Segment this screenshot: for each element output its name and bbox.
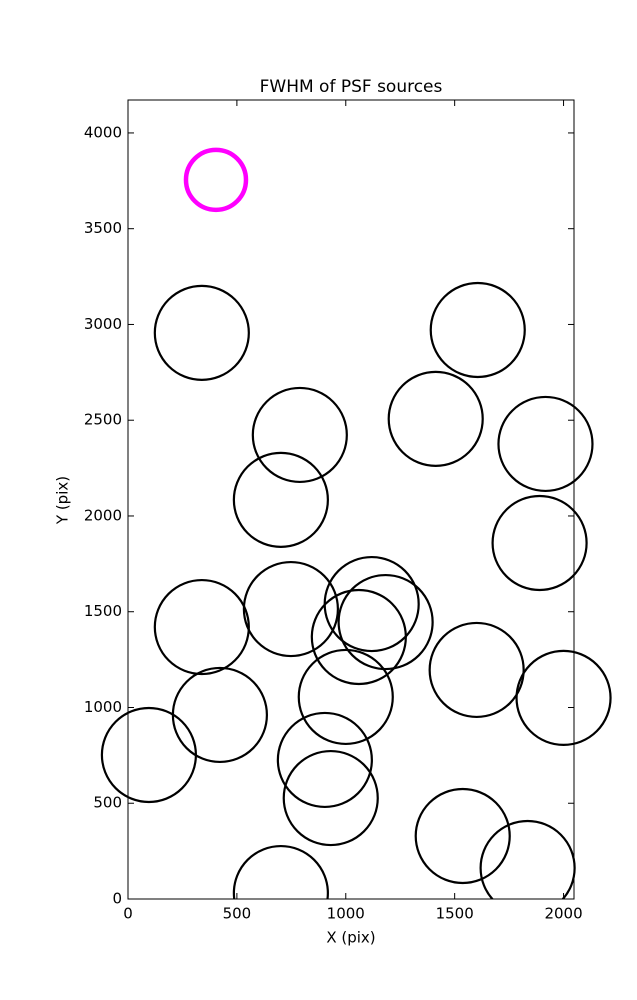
psf-marker <box>153 284 250 381</box>
psf-marker <box>232 844 329 899</box>
x-tick-label: 1500 <box>436 905 474 923</box>
psf-marker <box>414 787 511 885</box>
psf-marker <box>183 147 249 213</box>
psf-marker <box>429 281 526 379</box>
psf-marker <box>232 451 329 548</box>
y-tick-label: 2500 <box>84 411 122 429</box>
psf-marker <box>282 749 379 847</box>
y-tick-label: 1500 <box>84 602 122 620</box>
x-tick-label: 1000 <box>327 905 365 923</box>
psf-marker <box>100 706 198 804</box>
chart-title: FWHM of PSF sources <box>260 77 443 97</box>
y-tick-label: 500 <box>93 794 122 812</box>
psf-marker <box>479 819 576 899</box>
psf-marker <box>497 395 594 493</box>
x-tick-label: 0 <box>123 905 133 923</box>
x-tick-label: 2000 <box>544 905 582 923</box>
psf-marker <box>387 370 484 467</box>
x-axis-label: X (pix) <box>326 929 375 947</box>
y-tick-label: 0 <box>112 890 122 908</box>
psf-marker <box>251 386 348 484</box>
y-tick-label: 3500 <box>84 219 122 237</box>
psf-marker <box>310 588 407 686</box>
psf-marker <box>242 560 339 658</box>
psf-marker <box>515 649 612 747</box>
psf-marker <box>491 494 588 592</box>
psf-marker <box>428 621 525 719</box>
psf-marker <box>297 648 394 746</box>
y-tick-label: 2000 <box>84 506 122 524</box>
markers <box>100 147 612 899</box>
y-axis-label: Y (pix) <box>54 476 72 525</box>
psf-marker <box>276 711 373 809</box>
y-tick-label: 1000 <box>84 698 122 716</box>
y-tick-label: 4000 <box>84 123 122 141</box>
psf-marker <box>337 573 434 671</box>
plot-area <box>128 100 574 899</box>
y-tick-label: 3000 <box>84 315 122 333</box>
psf-marker <box>153 578 250 676</box>
x-tick-label: 500 <box>223 905 252 923</box>
axes-frame <box>127 99 575 900</box>
